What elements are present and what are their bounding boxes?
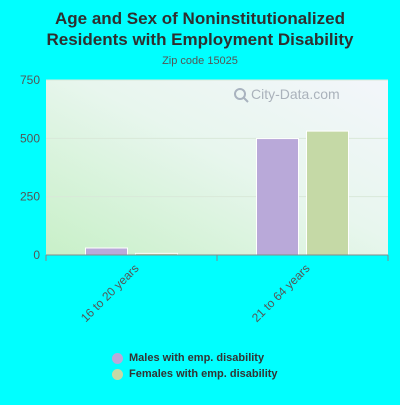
legend-item-males: Males with emp. disability bbox=[112, 350, 278, 366]
bar-females-2 bbox=[306, 130, 349, 256]
watermark: City-Data.com bbox=[234, 86, 340, 103]
chart-title-line-1: Age and Sex of Noninstitutionalized bbox=[55, 9, 345, 28]
watermark-magnifier-icon bbox=[234, 88, 246, 100]
y-tick-label: 250 bbox=[20, 190, 40, 204]
chart-legend: Males with emp. disability Females with … bbox=[112, 350, 278, 382]
legend-label-males: Males with emp. disability bbox=[129, 352, 265, 364]
y-tick-label: 500 bbox=[20, 131, 40, 145]
chart-title: Age and Sex of Noninstitutionalized Resi… bbox=[0, 8, 400, 50]
legend-item-females: Females with emp. disability bbox=[112, 366, 278, 382]
chart-subtitle: Zip code 15025 bbox=[162, 55, 238, 67]
legend-swatch-males bbox=[112, 352, 123, 364]
bar-males-1 bbox=[85, 247, 128, 256]
y-tick-label: 750 bbox=[20, 73, 40, 87]
y-tick-label: 0 bbox=[33, 248, 40, 262]
legend-label-females: Females with emp. disability bbox=[129, 368, 278, 380]
chart-title-line-2: Residents with Employment Disability bbox=[46, 30, 354, 49]
watermark-text: City-Data.com bbox=[251, 86, 340, 102]
legend-swatch-females bbox=[112, 368, 123, 380]
bar-males-2 bbox=[256, 138, 299, 256]
x-tick-label: 16 to 20 years bbox=[78, 261, 142, 325]
watermark-magnifier-handle bbox=[243, 97, 249, 103]
x-tick-label: 21 to 64 years bbox=[249, 261, 313, 325]
